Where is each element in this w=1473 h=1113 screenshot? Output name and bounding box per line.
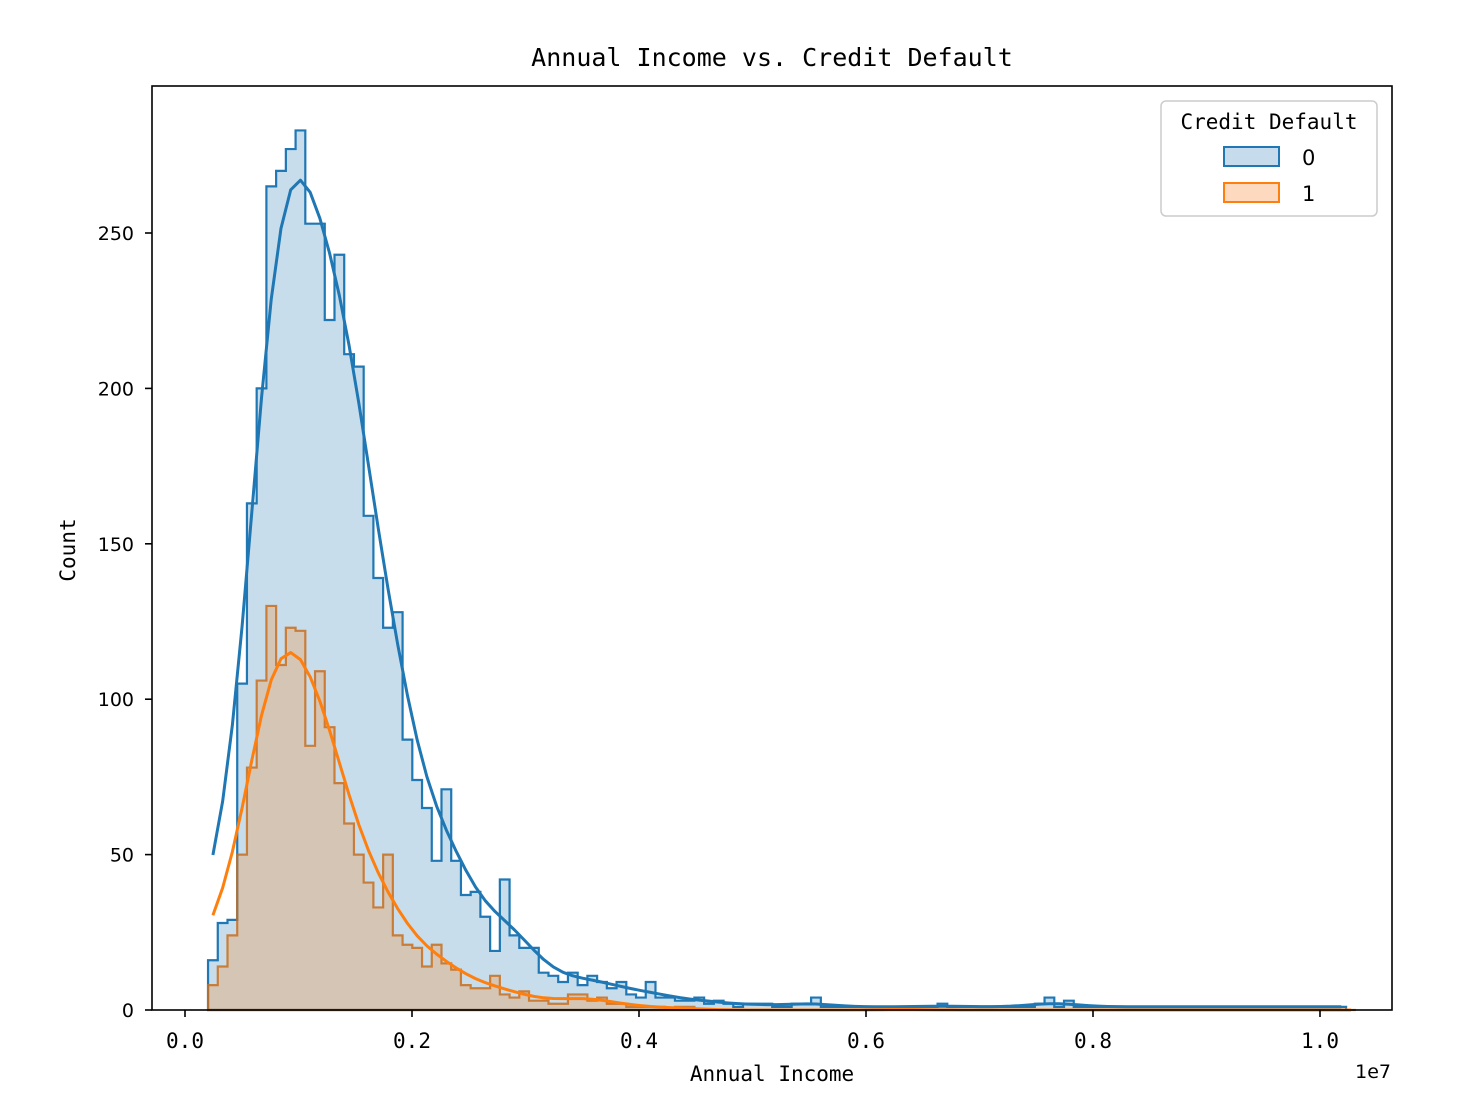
x-tick-label: 0.8 [1074, 1029, 1112, 1053]
legend: Credit Default 0 1 [1160, 100, 1378, 217]
histogram-fills [208, 130, 1356, 1010]
y-tick-label: 150 [98, 534, 134, 556]
y-tick-label: 50 [110, 845, 134, 867]
x-tick-label: 0.0 [166, 1029, 204, 1053]
y-tick-label: 200 [98, 378, 134, 400]
legend-title: Credit Default [1180, 110, 1357, 134]
x-axis-label: Annual Income [690, 1062, 854, 1086]
x-tick-label: 0.6 [847, 1029, 885, 1053]
y-axis-label: Count [56, 518, 80, 581]
legend-swatch-1 [1223, 182, 1280, 203]
y-tick-label: 0 [122, 1000, 134, 1022]
chart-title: Annual Income vs. Credit Default [531, 43, 1013, 72]
x-tick-label: 0.4 [620, 1029, 658, 1053]
y-tick-label: 100 [98, 689, 134, 711]
histogram-fill-0 [208, 130, 1347, 1010]
y-tick-label: 250 [98, 223, 134, 245]
kde-curve-0 [211, 178, 1342, 1009]
plot-frame [151, 85, 1393, 1011]
y-axis-ticks: 0 50 100 150 200 250 [98, 223, 152, 1022]
legend-label-1: 1 [1302, 182, 1315, 206]
histogram-fill-1 [208, 605, 1356, 1010]
legend-swatch-0 [1223, 146, 1280, 167]
x-axis-offset-label: 1e7 [1355, 1061, 1391, 1083]
x-tick-label: 1.0 [1301, 1029, 1339, 1053]
x-axis-ticks: 0.0 0.2 0.4 0.6 0.8 1.0 [166, 1010, 1339, 1053]
legend-label-0: 0 [1302, 146, 1315, 170]
x-tick-label: 0.2 [393, 1029, 431, 1053]
